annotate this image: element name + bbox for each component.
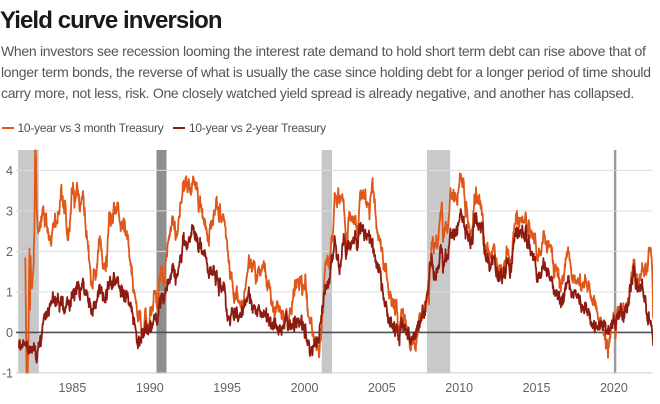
svg-text:3: 3: [6, 204, 13, 218]
svg-text:2015: 2015: [523, 381, 551, 395]
svg-text:-1: -1: [2, 366, 13, 380]
svg-text:2000: 2000: [291, 381, 319, 395]
svg-text:2020: 2020: [600, 381, 628, 395]
svg-text:2: 2: [6, 245, 13, 259]
svg-text:2010: 2010: [445, 381, 473, 395]
svg-text:1990: 1990: [136, 381, 164, 395]
svg-text:4: 4: [6, 164, 13, 178]
svg-text:0: 0: [6, 326, 13, 340]
svg-text:1985: 1985: [58, 381, 86, 395]
svg-text:1: 1: [6, 285, 13, 299]
svg-text:1995: 1995: [213, 381, 241, 395]
svg-text:2005: 2005: [368, 381, 396, 395]
